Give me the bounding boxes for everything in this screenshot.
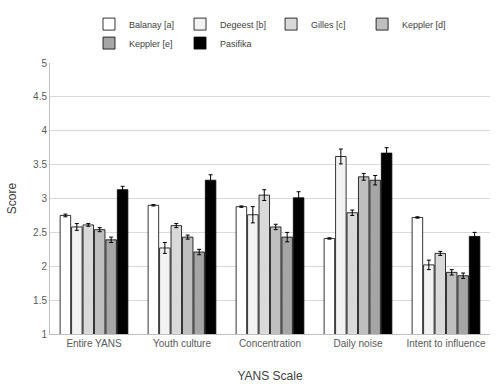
svg-text:Daily noise: Daily noise — [334, 338, 383, 349]
svg-text:Concentration: Concentration — [239, 338, 301, 349]
svg-text:4.5: 4.5 — [33, 91, 47, 102]
svg-text:3.5: 3.5 — [33, 159, 47, 170]
svg-text:Keppler [e]: Keppler [e] — [129, 39, 173, 49]
svg-text:1.5: 1.5 — [33, 295, 47, 306]
svg-text:Gilles [c]: Gilles [c] — [311, 20, 346, 30]
svg-text:Keppler [d]: Keppler [d] — [402, 20, 446, 30]
svg-text:2: 2 — [41, 261, 47, 272]
svg-text:1: 1 — [41, 329, 47, 340]
svg-text:5: 5 — [41, 58, 47, 69]
svg-text:Intent to influence: Intent to influence — [407, 338, 486, 349]
svg-text:Pasifika: Pasifika — [220, 39, 252, 49]
svg-text:Score: Score — [5, 183, 19, 215]
svg-text:Entire YANS: Entire YANS — [66, 338, 122, 349]
svg-text:2.5: 2.5 — [33, 227, 47, 238]
svg-text:Youth culture: Youth culture — [153, 338, 211, 349]
svg-text:3: 3 — [41, 193, 47, 204]
svg-text:YANS Scale: YANS Scale — [237, 369, 302, 383]
svg-text:Balanay [a]: Balanay [a] — [129, 20, 174, 30]
svg-text:Degeest [b]: Degeest [b] — [220, 20, 266, 30]
svg-text:4: 4 — [41, 125, 47, 136]
